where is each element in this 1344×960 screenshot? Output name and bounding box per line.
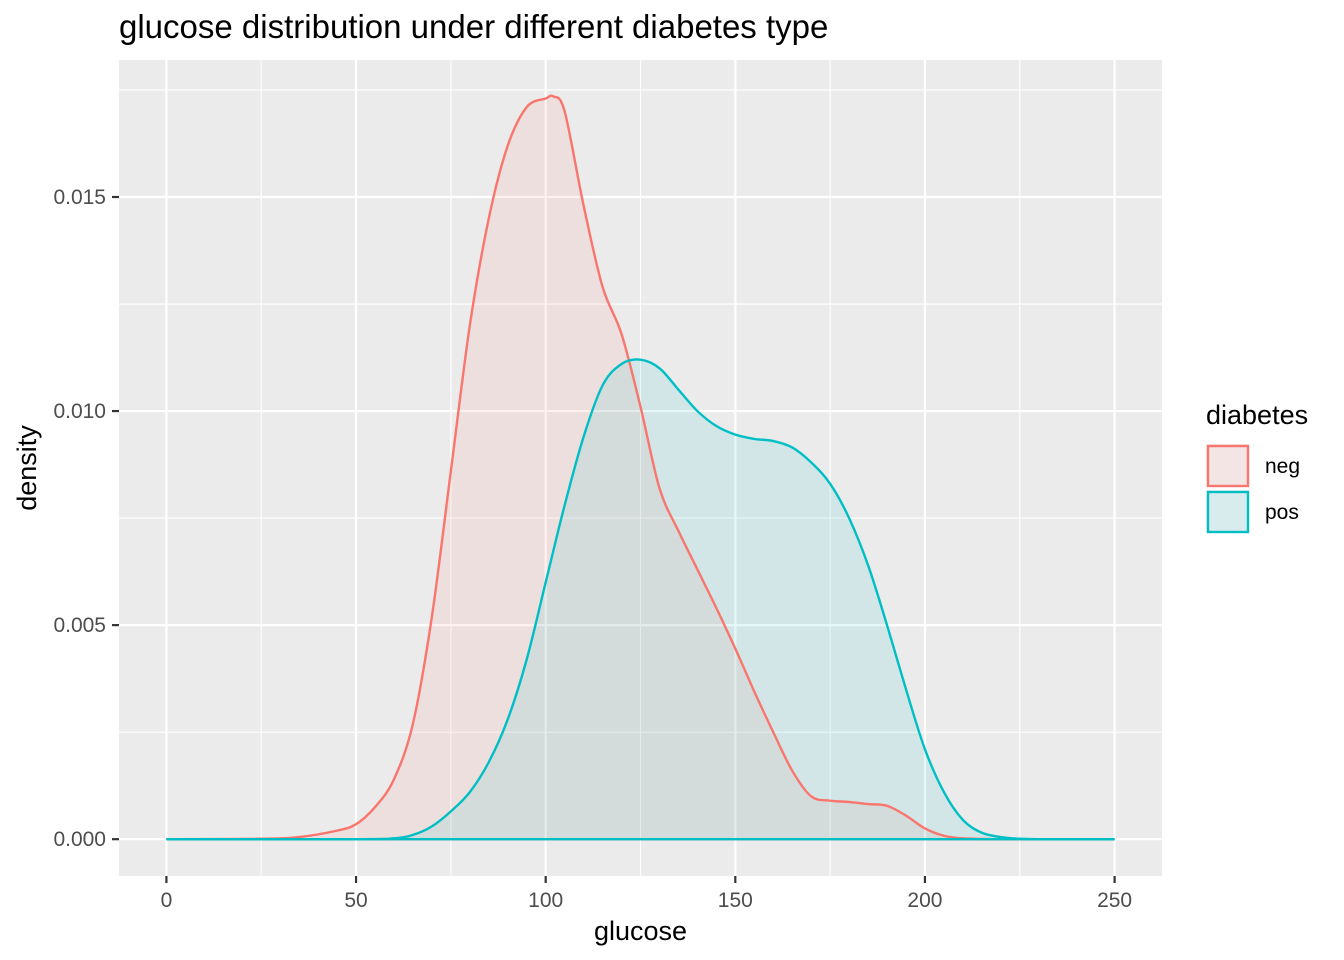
legend: diabetes neg pos xyxy=(1206,400,1308,534)
density-series xyxy=(166,94,1115,841)
x-tick-label: 200 xyxy=(907,889,942,912)
x-tick-label: 50 xyxy=(344,889,367,912)
density-area-neg xyxy=(166,95,1115,840)
y-tick-label: 0.005 xyxy=(53,614,106,637)
legend-key-pos xyxy=(1206,490,1250,534)
y-axis-title: density xyxy=(12,425,42,511)
x-axis: 0 50 100 150 200 250 xyxy=(161,876,1132,912)
y-axis: 0.000 0.005 0.010 0.015 xyxy=(53,186,119,851)
legend-label-pos: pos xyxy=(1265,501,1299,524)
legend-items: neg pos xyxy=(1206,444,1300,534)
x-tick-label: 250 xyxy=(1097,889,1132,912)
density-line-neg xyxy=(166,94,1115,841)
legend-title: diabetes xyxy=(1206,400,1308,430)
x-tick-label: 150 xyxy=(718,889,753,912)
density-line-pos xyxy=(166,358,1115,841)
x-tick-label: 0 xyxy=(161,889,173,912)
density-area-pos xyxy=(166,359,1115,840)
y-tick-label: 0.010 xyxy=(53,400,106,423)
x-tick-label: 100 xyxy=(528,889,563,912)
y-tick-label: 0.015 xyxy=(53,186,106,209)
y-tick-label: 0.000 xyxy=(53,828,106,851)
legend-key-bg xyxy=(1206,444,1249,487)
x-axis-title: glucose xyxy=(594,916,687,946)
chart-title: glucose distribution under different dia… xyxy=(119,8,828,45)
legend-label-neg: neg xyxy=(1265,455,1300,478)
legend-key-bg xyxy=(1206,490,1249,533)
legend-key-neg xyxy=(1206,444,1250,488)
